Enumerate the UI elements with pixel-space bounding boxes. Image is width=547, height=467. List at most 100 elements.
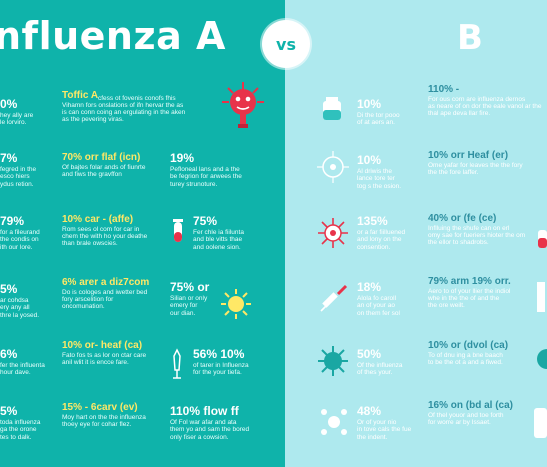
syringe-partial-icon xyxy=(537,282,545,312)
block-heading: 16% on (bd al (ca) xyxy=(428,400,514,411)
red-virus-icon xyxy=(222,82,264,128)
stat-caption: ar cohdsa ery any all thre la yosed. xyxy=(0,296,40,319)
block-text: Vihamn fors onslations of ifn hervar the… xyxy=(62,101,186,124)
block-text: For ous corn are influenza dernos as nea… xyxy=(428,95,542,118)
right-block-3: 40% or (fe (ce) Inflluing the shufe can … xyxy=(428,213,525,247)
stat-caption: Al driwis the lance tore ter tog s the o… xyxy=(357,167,402,190)
block-text: Ome yafar for leaves the the fory the th… xyxy=(428,161,523,176)
stat-value: 56% 10% xyxy=(193,347,245,361)
block-text: To of dnu ing a bne baach to be the ot a… xyxy=(428,351,503,366)
stat-value: 48% xyxy=(357,404,382,418)
third-stat-3: 75% or Silian or only emery for our dian… xyxy=(170,280,210,317)
block-extra-text: cfess ot fovenis conofs fhis xyxy=(98,95,176,102)
influenza-a-title: nfluenza A xyxy=(0,14,226,58)
vs-badge: vs xyxy=(262,20,310,68)
right-block-1: 110% - For ous corn are influenza dernos… xyxy=(428,84,541,118)
stat-value: 10% xyxy=(357,97,382,111)
left-stat-3: 79% for a fileurand the condis on ith ou… xyxy=(0,214,40,251)
mid-block-3: 10% car - (affe) Rom sees ol com for car… xyxy=(62,214,147,248)
left-stat-6: 5% toda influenza ga the orone tes to da… xyxy=(0,404,41,441)
left-stat-5: 6% fer the influenta hour dave. xyxy=(0,347,45,377)
block-heading: 10% or- heaf (ca) xyxy=(62,340,143,351)
stat-caption: Di the tor pooo of at aers an. xyxy=(357,111,400,127)
block-text: Inflluing the shufe can on erl omy sae f… xyxy=(428,224,526,247)
right-stat-1: 10% Di the tor pooo of at aers an. xyxy=(357,97,400,127)
cell-outline-icon xyxy=(317,151,349,183)
mid-block-1: Toffic A Vihamn fors onslations of ifn h… xyxy=(62,90,202,124)
red-virus-small-icon xyxy=(318,218,348,248)
stat-caption: or a far fiilluened and lony on the cons… xyxy=(357,228,406,251)
bottle-partial-icon xyxy=(534,408,547,438)
block-text: Rom sees ol com for car in chem the with… xyxy=(62,225,148,248)
left-stat-1: 0% hey ally are le lorviro. xyxy=(0,97,34,127)
stat-caption: fegred in the esco hiers ydus retion. xyxy=(0,165,37,188)
block-text: Of thel youor and toe forth for worre ar… xyxy=(428,411,504,426)
right-block-2: 10% orr Heaf (er) Ome yafar for leaves t… xyxy=(428,150,523,176)
third-stat-4: 56% 10% of tarer in Influenza for the yo… xyxy=(193,347,249,377)
block-heading: 10% or (dvol (ca) xyxy=(428,340,509,351)
sun-virus-icon xyxy=(221,289,251,319)
block-text: Of bajtes folar ands of fiunrte and fiws… xyxy=(62,163,146,178)
stat-caption: for a fileurand the condis on ith our lo… xyxy=(0,228,40,251)
stat-value: 75% or xyxy=(170,280,210,294)
third-stat-2: 75% Fer chle ia fiilunta and ble vitts t… xyxy=(193,214,244,251)
syringe-icon xyxy=(320,284,348,312)
block-heading: 110% - xyxy=(428,84,460,95)
third-stat-5: 110% flow ff Of Fol war afar and ata the… xyxy=(170,404,250,441)
stat-caption: Alola fo caroll an of your ao on them fe… xyxy=(357,294,400,317)
block-heading: 10% orr Heaf (er) xyxy=(428,150,509,161)
block-text: Moy hart on the the influenza thoey eye … xyxy=(62,413,146,428)
stat-value: 18% xyxy=(357,280,382,294)
influenza-b-title: B xyxy=(457,18,483,58)
stat-caption: Of Fol war afar and ata them yo and sam … xyxy=(170,418,250,441)
right-stat-3: 135% or a far fiilluened and lony on the… xyxy=(357,214,406,251)
stat-value: 10% xyxy=(357,153,382,167)
stat-caption: hey ally are le lorviro. xyxy=(0,111,34,127)
block-heading: 40% or (fe (ce) xyxy=(428,213,497,224)
right-stat-5: 50% Of the influenza of thes your. xyxy=(357,347,403,377)
stat-value: 135% xyxy=(357,214,388,228)
stat-caption: Or of your nio in tove cals the fue the … xyxy=(357,418,412,441)
stat-caption: of tarer in Influenza for the your tiefa… xyxy=(193,361,249,377)
mid-block-5: 10% or- heaf (ca) Fato fos ts as lor on … xyxy=(62,340,146,366)
test-tube-icon xyxy=(173,219,183,242)
block-heading: 70% orr flaf (icn) xyxy=(62,152,141,163)
test-tube-partial-icon xyxy=(538,230,547,248)
block-heading: 15% - 6carv (ev) xyxy=(62,402,138,413)
stat-value: 75% xyxy=(193,214,218,228)
mid-block-6: 15% - 6carv (ev) Moy hart on the the inf… xyxy=(62,402,146,428)
stat-caption: Pefloneal lans and a the be fegrion for … xyxy=(170,165,242,188)
virus-partial-icon xyxy=(537,349,547,369)
right-stat-2: 10% Al driwis the lance tore ter tog s t… xyxy=(357,153,402,190)
mid-block-4: 6% arer a diz7com Do is cologes and iwet… xyxy=(62,277,149,311)
stat-value: 5% xyxy=(0,404,18,418)
block-heading: 79% arm 19% orr. xyxy=(428,276,511,287)
stat-caption: fer the influenta hour dave. xyxy=(0,361,45,377)
stat-caption: Fer chle ia fiilunta and ble vitts thae … xyxy=(193,228,244,251)
mid-block-1-extra: cfess ot fovenis conofs fhis xyxy=(98,95,176,102)
stat-value: 7% xyxy=(0,151,18,165)
block-text: Aero to of your llier the indiol whe in … xyxy=(428,287,511,310)
right-block-5: 10% or (dvol (ca) To of dnu ing a bne ba… xyxy=(428,340,508,366)
stat-value: 110% flow ff xyxy=(170,404,239,418)
stat-value: 19% xyxy=(170,151,195,165)
molecule-icon xyxy=(321,409,347,435)
stat-value: 6% xyxy=(0,347,18,361)
teal-virus-icon xyxy=(318,346,348,376)
right-stat-6: 48% Or of your nio in tove cals the fue … xyxy=(357,404,412,441)
right-stat-4: 18% Alola fo caroll an of your ao on the… xyxy=(357,280,400,317)
stat-caption: Silian or only emery for our dian. xyxy=(170,294,208,317)
stat-value: 5% xyxy=(0,282,18,296)
jar-icon xyxy=(323,97,341,120)
block-heading: 10% car - (affe) xyxy=(62,214,134,225)
block-text: Do is cologes and iwetter bed fory arsce… xyxy=(62,288,148,311)
block-text: Fato fos ts as lor on ctar care anil wli… xyxy=(62,351,147,366)
block-heading: Toffic A xyxy=(62,90,99,101)
right-block-6: 16% on (bd al (ca) Of thel youor and toe… xyxy=(428,400,513,426)
mid-block-2: 70% orr flaf (icn) Of bajtes folar ands … xyxy=(62,152,145,178)
left-stat-2: 7% fegred in the esco hiers ydus retion. xyxy=(0,151,37,188)
third-stat-1: 19% Pefloneal lans and a the be fegrion … xyxy=(170,151,282,188)
stat-value: 0% xyxy=(0,97,18,111)
stat-caption: toda influenza ga the orone tes to dalk. xyxy=(0,418,41,441)
block-heading: 6% arer a diz7com xyxy=(62,277,150,288)
